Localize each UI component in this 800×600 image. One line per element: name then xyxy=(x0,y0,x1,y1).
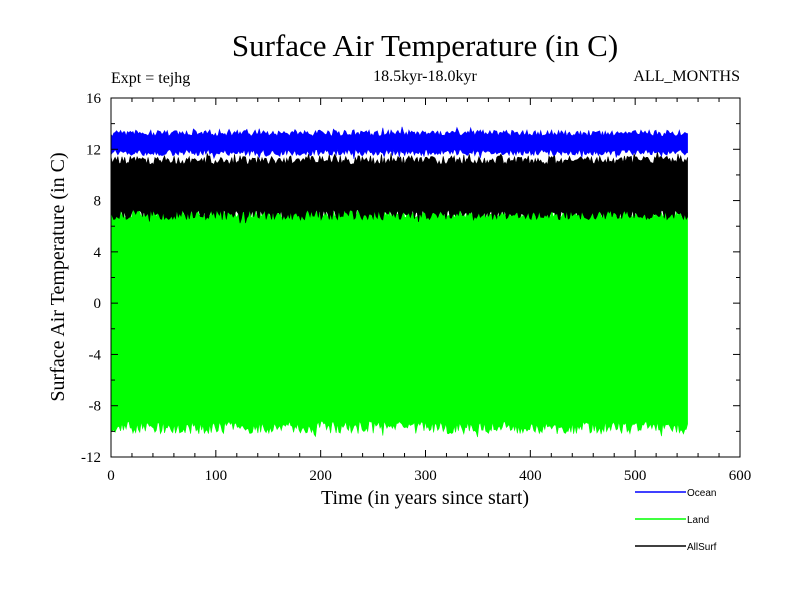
x-tick-label: 300 xyxy=(414,468,437,484)
months-label: ALL_MONTHS xyxy=(633,68,740,85)
y-tick-label: -12 xyxy=(81,450,101,466)
x-tick-label: 0 xyxy=(107,468,115,484)
x-tick-label: 500 xyxy=(624,468,647,484)
x-tick-label: 100 xyxy=(205,468,228,484)
axes: 0 100 200 300 400 500 600 -12 -8 -4 0 4 8 12 16 xyxy=(81,91,751,484)
legend-label-land: Land xyxy=(687,515,709,526)
x-tick-label: 400 xyxy=(519,468,542,484)
legend-label-allsurf: AllSurf xyxy=(687,542,717,553)
y-tick-label: 12 xyxy=(86,142,101,158)
chart-subtitle: 18.5kyr-18.0kyr xyxy=(373,68,477,85)
experiment-label: Expt = tejhg xyxy=(111,70,190,87)
y-tick-label: 16 xyxy=(86,91,102,107)
y-tick-label: -8 xyxy=(89,399,102,415)
y-tick-label: -4 xyxy=(89,347,102,363)
y-axis-label: Surface Air Temperature (in C) xyxy=(47,152,69,401)
y-tick-label: 0 xyxy=(94,296,102,312)
x-tick-label: 200 xyxy=(309,468,332,484)
x-axis-label: Time (in years since start) xyxy=(321,487,529,509)
series-area-allsurf xyxy=(110,151,688,224)
y-tick-label: 4 xyxy=(94,245,102,261)
legend: Ocean Land AllSurf xyxy=(635,488,717,553)
y-tick-label: 8 xyxy=(94,194,102,210)
x-tick-label: 600 xyxy=(729,468,752,484)
legend-label-ocean: Ocean xyxy=(687,488,716,499)
plot-area xyxy=(110,126,688,438)
series-area-land xyxy=(110,203,688,438)
series-area-ocean xyxy=(110,126,688,160)
chart-title: Surface Air Temperature (in C) xyxy=(232,28,618,63)
